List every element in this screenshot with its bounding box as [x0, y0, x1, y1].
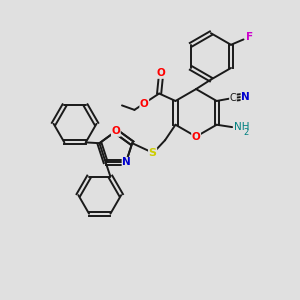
Text: O: O — [111, 126, 120, 136]
Text: 2: 2 — [243, 128, 249, 137]
Text: NH: NH — [234, 122, 249, 132]
Text: O: O — [192, 132, 200, 142]
Text: F: F — [246, 32, 253, 42]
Text: N: N — [122, 158, 131, 167]
Text: N: N — [241, 92, 250, 101]
Text: S: S — [148, 148, 157, 158]
Text: O: O — [140, 99, 148, 109]
Text: C: C — [230, 93, 236, 103]
Text: O: O — [156, 68, 165, 78]
